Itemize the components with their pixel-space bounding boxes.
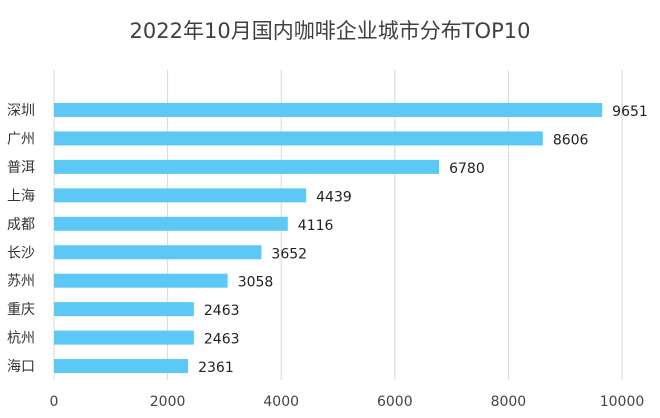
x-tick-label: 0 bbox=[50, 394, 59, 410]
data-label: 4116 bbox=[298, 218, 334, 234]
category-label: 重庆 bbox=[7, 302, 35, 318]
bar bbox=[54, 245, 262, 260]
bar bbox=[54, 131, 543, 146]
bar bbox=[54, 302, 194, 317]
category-label: 广州 bbox=[7, 131, 35, 147]
bar bbox=[54, 359, 189, 374]
bar bbox=[54, 188, 307, 203]
data-label: 4439 bbox=[316, 189, 352, 205]
bar bbox=[54, 159, 440, 174]
chart-title: 2022年10月国内咖啡企业城市分布TOP10 bbox=[130, 19, 531, 43]
data-label: 2361 bbox=[198, 360, 234, 376]
bar bbox=[54, 103, 603, 117]
x-tick-label: 6000 bbox=[377, 394, 413, 410]
data-label: 2463 bbox=[204, 332, 240, 348]
data-label: 8606 bbox=[553, 132, 589, 148]
category-label: 普洱 bbox=[7, 160, 35, 176]
category-label: 海口 bbox=[7, 359, 35, 375]
x-tick-label: 8000 bbox=[491, 394, 527, 410]
data-label: 9651 bbox=[612, 104, 648, 120]
bar bbox=[54, 330, 194, 345]
category-label: 上海 bbox=[7, 188, 35, 204]
data-label: 6780 bbox=[449, 161, 485, 177]
x-tick-label: 2000 bbox=[150, 394, 186, 410]
bar bbox=[54, 273, 228, 288]
x-tick-label: 4000 bbox=[263, 394, 299, 410]
category-label: 长沙 bbox=[7, 245, 35, 261]
data-label: 3652 bbox=[271, 246, 307, 262]
category-label: 杭州 bbox=[7, 331, 35, 347]
category-label: 苏州 bbox=[7, 274, 35, 290]
data-label: 3058 bbox=[238, 275, 274, 291]
data-label: 2463 bbox=[204, 303, 240, 319]
bar bbox=[54, 216, 288, 231]
category-label: 深圳 bbox=[7, 103, 35, 119]
x-tick-label: 10000 bbox=[600, 394, 645, 410]
category-label: 成都 bbox=[7, 217, 35, 233]
